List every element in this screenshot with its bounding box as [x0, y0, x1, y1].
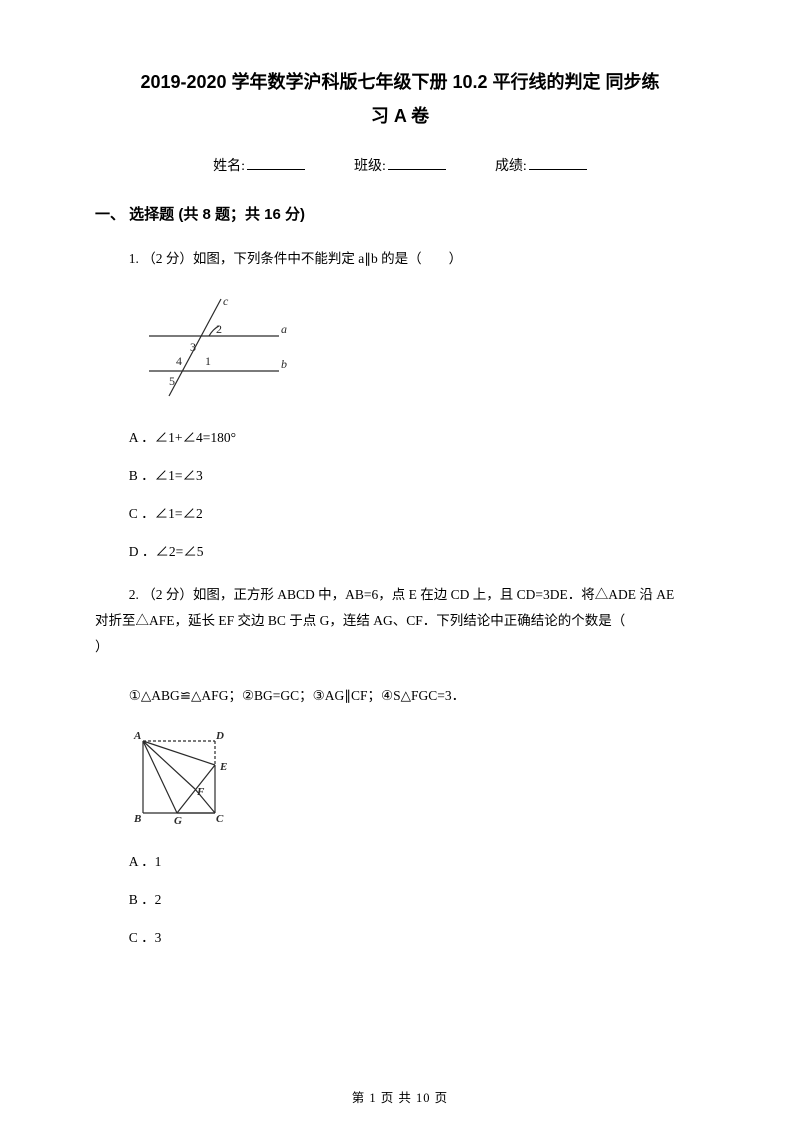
svg-text:F: F [196, 786, 205, 798]
q2-stem-l4: ①△ABG≌△AFG；②BG=GC；③AG∥CF；④S△FGC=3． [95, 683, 705, 709]
name-label: 姓名: [213, 159, 245, 174]
section-1-heading: 一、 选择题 (共 8 题；共 16 分) [95, 203, 705, 224]
svg-text:A: A [133, 730, 141, 742]
svg-text:5: 5 [169, 374, 175, 388]
page-title-2: 习 A 卷 [95, 99, 705, 133]
class-blank[interactable] [388, 169, 446, 170]
svg-text:4: 4 [176, 354, 182, 368]
svg-text:c: c [223, 294, 229, 308]
svg-text:b: b [281, 357, 287, 371]
q2-optC: C ．3 [95, 926, 705, 946]
class-label: 班级: [354, 159, 386, 174]
q2-optB: B ．2 [95, 888, 705, 908]
svg-text:3: 3 [190, 340, 196, 354]
score-blank[interactable] [529, 169, 587, 170]
q2-optA: A ．1 [95, 850, 705, 870]
svg-text:1: 1 [205, 354, 211, 368]
page-title: 2019-2020 学年数学沪科版七年级下册 10.2 平行线的判定 同步练 [95, 65, 705, 99]
svg-text:C: C [216, 813, 224, 825]
q1-optB: B ．∠1=∠3 [95, 464, 705, 484]
q1-optD: D ．∠2=∠5 [95, 540, 705, 560]
q2-stem-l3: ） [95, 634, 705, 660]
q1-optA: A ．∠1+∠4=180° [95, 426, 705, 446]
q2-stem-l1: 2. （2 分）如图，正方形 ABCD 中，AB=6，点 E 在边 CD 上，且… [95, 582, 705, 608]
svg-text:D: D [215, 730, 224, 742]
q1-stem: 1. （2 分）如图，下列条件中不能判定 a∥b 的是（ ） [95, 246, 705, 272]
svg-text:G: G [174, 815, 182, 827]
svg-text:E: E [219, 761, 227, 773]
q2-figure: A D E F B G C [131, 727, 705, 832]
svg-text:2: 2 [216, 322, 222, 336]
score-label: 成绩: [495, 159, 527, 174]
svg-text:B: B [133, 813, 141, 825]
page-footer: 第 1 页 共 10 页 [0, 1087, 800, 1106]
q1-figure: c a b 2 31 45 [131, 291, 705, 408]
student-info-row: 姓名: 班级: 成绩: [95, 155, 705, 175]
q1-optC: C ．∠1=∠2 [95, 502, 705, 522]
q2-stem-l2: 对折至△AFE，延长 EF 交边 BC 于点 G，连结 AG、CF．下列结论中正… [95, 608, 705, 634]
svg-text:a: a [281, 322, 287, 336]
name-blank[interactable] [247, 169, 305, 170]
